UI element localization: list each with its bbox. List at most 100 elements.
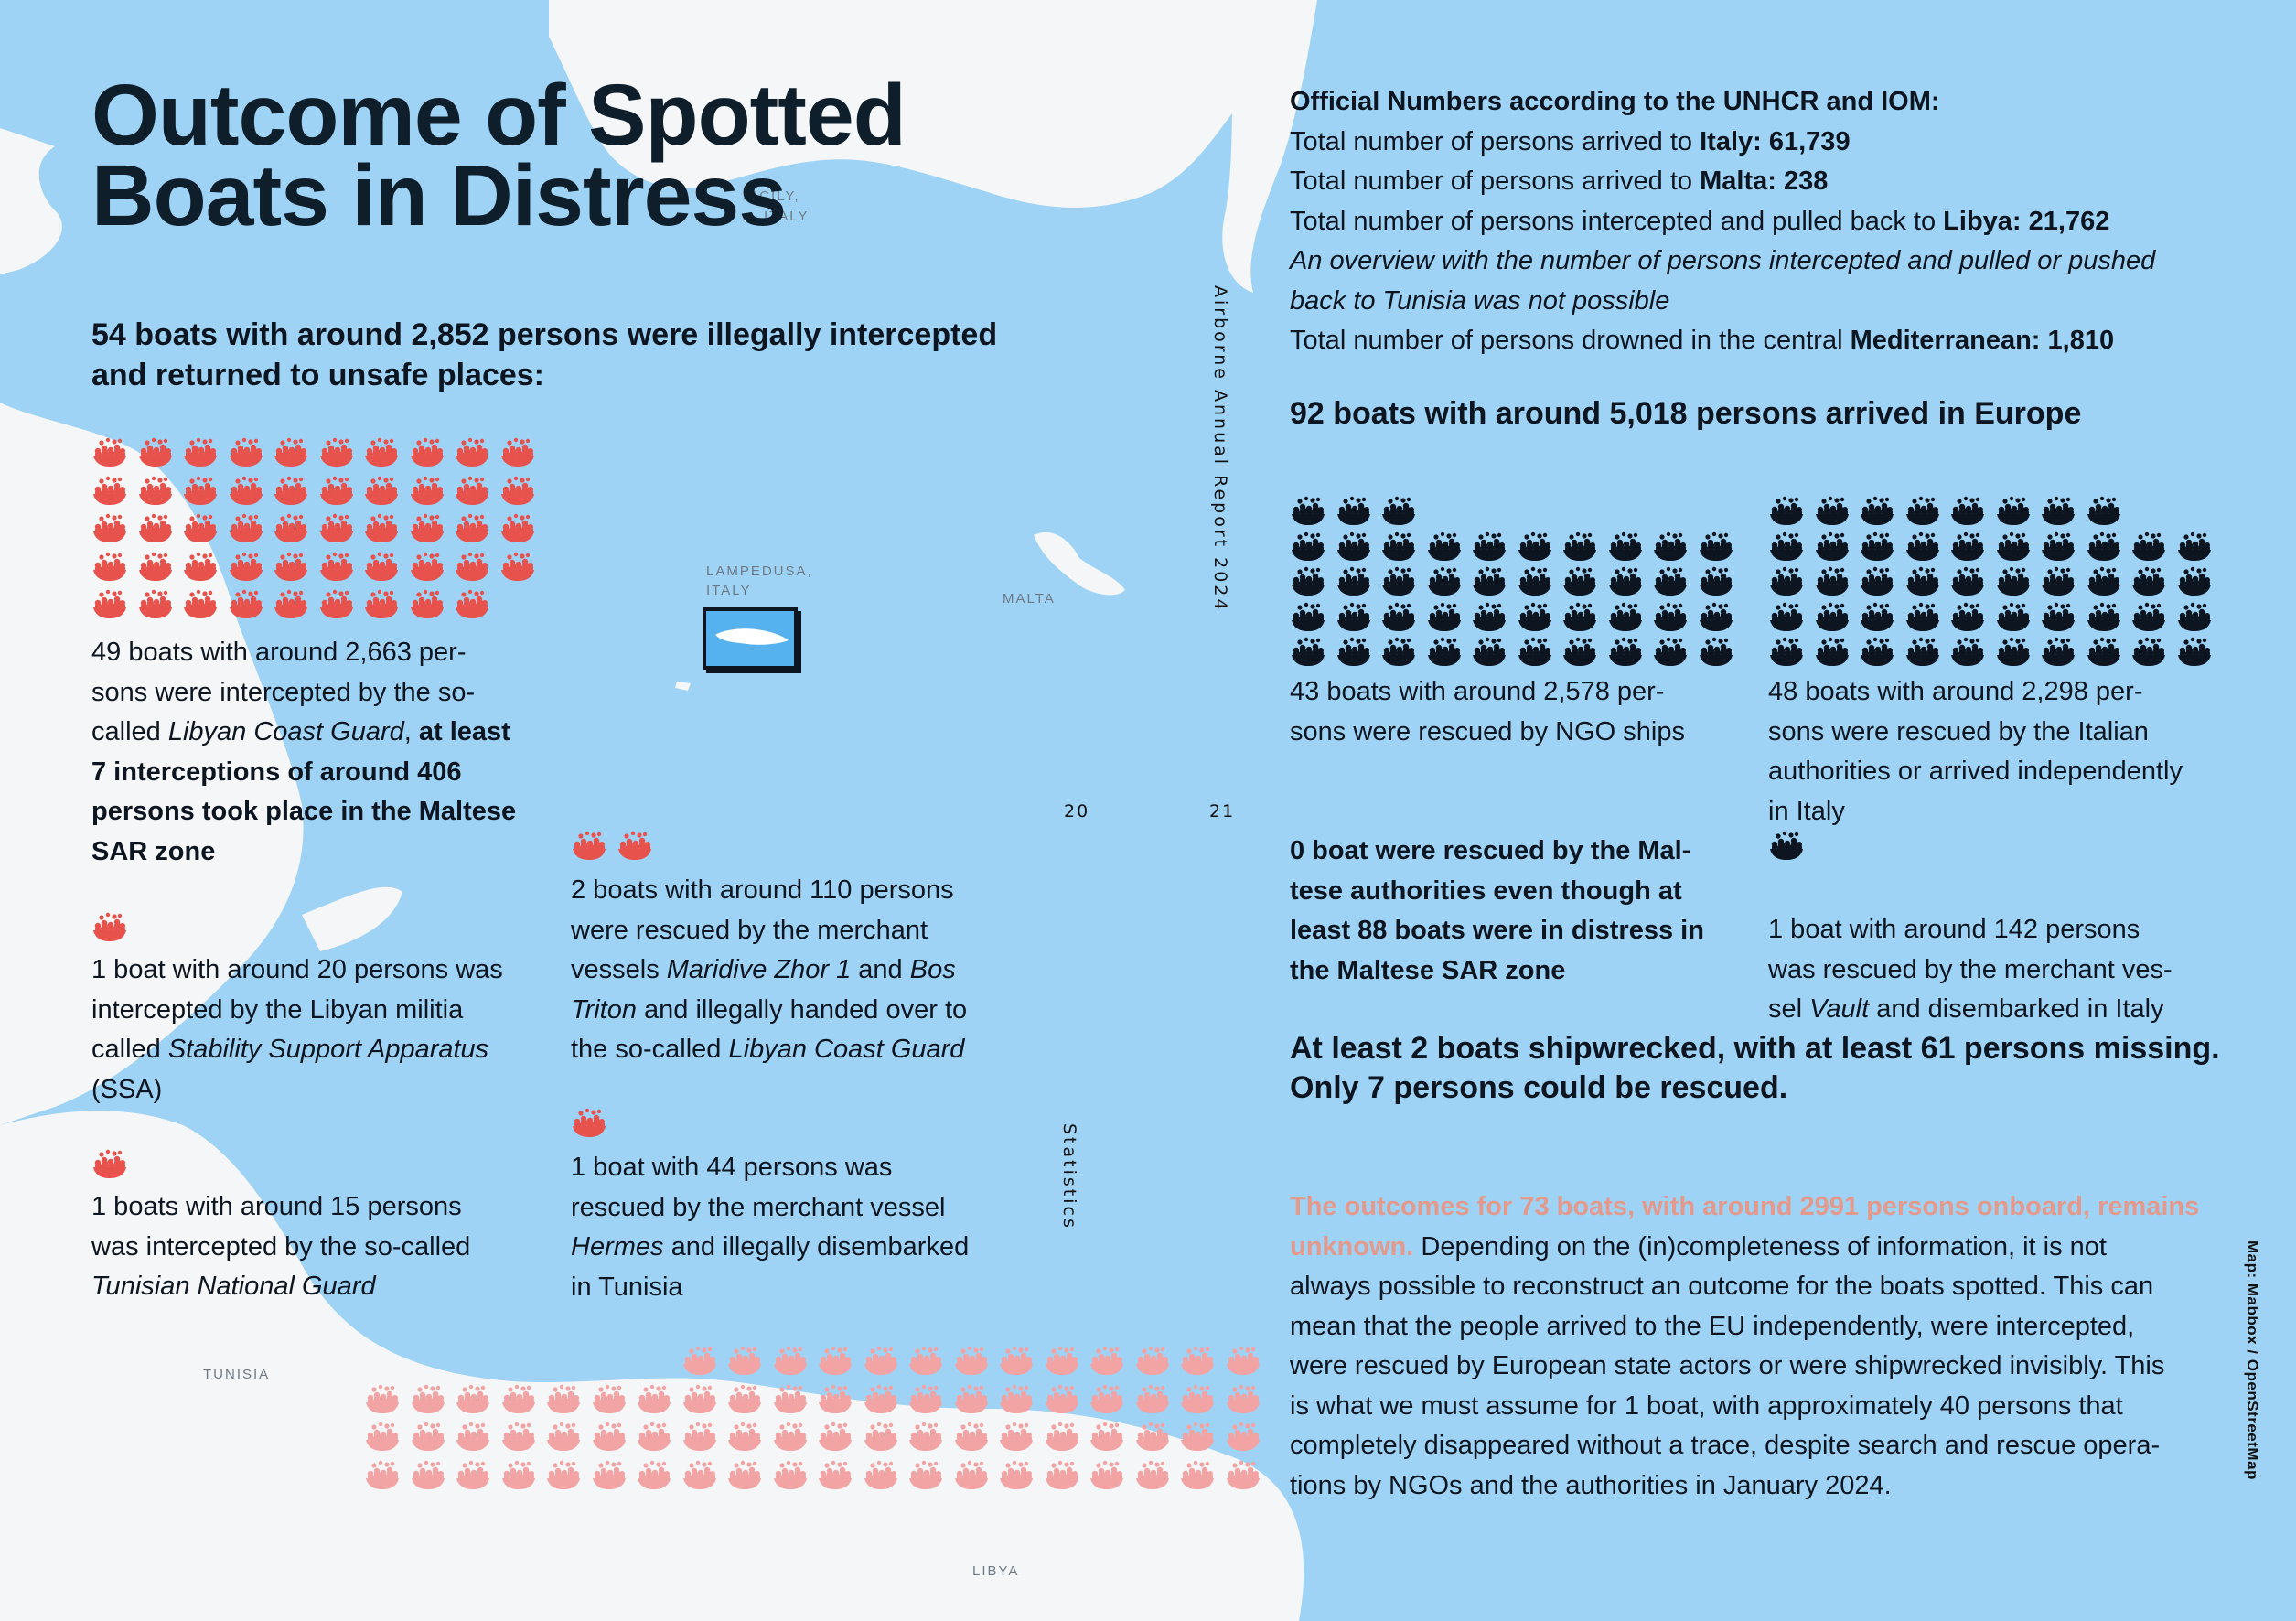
boat-cell	[1698, 637, 1743, 672]
boat-with-people-icon	[229, 476, 263, 505]
boat-cell	[1134, 1346, 1180, 1384]
boat-cell	[2040, 566, 2086, 602]
boat-cell	[1426, 566, 1472, 602]
boat-with-people-icon	[1770, 531, 1803, 561]
boat-cell	[455, 1422, 500, 1460]
boat-cell	[91, 589, 137, 628]
boat-with-people-icon	[500, 552, 534, 581]
merchant-line-3: vessels Maridive Zhor 1 and Bos	[571, 955, 956, 984]
boat-with-people-icon	[1135, 1460, 1169, 1489]
boat-cell	[953, 1346, 999, 1384]
boat-with-people-icon	[1292, 496, 1325, 525]
boat-cell	[363, 437, 409, 476]
boat-cell	[1814, 637, 1860, 672]
boat-with-people-icon	[1226, 1346, 1260, 1375]
boat-cell	[1380, 531, 1426, 567]
boat-with-people-icon	[1996, 496, 2030, 525]
boat-cell	[772, 1384, 818, 1422]
boat-with-people-icon	[1045, 1346, 1078, 1375]
boat-cell	[228, 552, 274, 590]
left-lead: 54 boats with around 2,852 persons were …	[91, 315, 997, 395]
boat-with-people-icon	[411, 1460, 445, 1489]
boat-with-people-icon	[1382, 496, 1415, 525]
boat-with-people-icon	[1654, 566, 1687, 596]
boat-with-people-icon	[456, 476, 488, 505]
maltese-text: 0 boat were rescued by the Mal- tese aut…	[1290, 832, 1747, 991]
boat-cell	[1336, 496, 1381, 531]
boat-with-people-icon	[819, 1384, 852, 1413]
boat-cell	[545, 1346, 591, 1384]
boat-with-people-icon	[456, 589, 488, 618]
boat-with-people-icon	[184, 476, 217, 505]
libyan-line-6: SAR zone	[91, 836, 216, 866]
boat-cell	[228, 589, 274, 628]
boat-with-people-icon	[501, 1460, 535, 1489]
boat-with-people-icon	[728, 1460, 761, 1489]
boat-with-people-icon	[954, 1422, 988, 1451]
boat-cell	[1290, 602, 1336, 638]
boat-cell	[1607, 496, 1653, 531]
boat-with-people-icon	[909, 1384, 942, 1413]
boat-with-people-icon	[319, 513, 353, 542]
boat-cell	[91, 476, 137, 514]
boat-with-people-icon	[1336, 637, 1370, 666]
boat-cell	[1561, 496, 1607, 531]
boat-with-people-icon	[456, 1460, 489, 1489]
boat-cell	[410, 1384, 456, 1422]
boat-with-people-icon	[410, 476, 444, 505]
title-line-2: Boats in Distress	[91, 147, 787, 244]
boat-with-people-icon	[1427, 637, 1461, 666]
libyan-coast-guard-text: 49 boats with around 2,663 per- sons wer…	[91, 633, 567, 872]
boat-cell	[1336, 637, 1381, 672]
boat-with-people-icon	[365, 513, 398, 542]
title-line-1: Outcome of Spotted	[91, 67, 907, 164]
boat-with-people-icon	[184, 513, 217, 542]
boat-with-people-icon	[410, 437, 444, 467]
boat-cell	[363, 552, 409, 590]
boat-with-people-icon	[1563, 637, 1596, 666]
boat-cell	[318, 476, 364, 514]
boat-with-people-icon	[1045, 1460, 1078, 1489]
unknown-line-8: tions by NGOs and the authorities in Jan…	[1290, 1470, 1892, 1500]
boat-cell	[1290, 566, 1336, 602]
boat-cell	[1607, 566, 1653, 602]
boat-cell	[1949, 496, 1995, 531]
boat-with-people-icon	[1090, 1460, 1123, 1489]
boat-cell	[1949, 602, 1995, 638]
boat-with-people-icon	[138, 589, 172, 618]
boat-with-people-icon	[1770, 496, 1803, 525]
boat-with-people-icon	[1000, 1384, 1033, 1413]
boat-cell	[273, 589, 318, 628]
boat-cell	[2086, 602, 2131, 638]
left-lead-line-1: 54 boats with around 2,852 persons were …	[91, 317, 998, 352]
boat-with-people-icon	[864, 1346, 897, 1375]
boat-with-people-icon	[2087, 602, 2120, 631]
boat-with-people-icon	[138, 476, 172, 505]
boat-with-people-icon	[365, 589, 398, 618]
boat-with-people-icon	[365, 437, 398, 467]
boat-with-people-icon	[2042, 637, 2075, 666]
boat-cell	[409, 437, 455, 476]
boat-cell	[1949, 637, 1995, 672]
boat-cell	[591, 1460, 637, 1498]
boat-cell	[1044, 1460, 1089, 1498]
map-credit: Map: Mabbox / OpenStreetMap	[2244, 1240, 2261, 1480]
boat-cell	[273, 513, 318, 552]
boat-with-people-icon	[617, 831, 651, 860]
boat-cell	[1225, 1384, 1271, 1422]
drowned-total: Total number of persons drowned in the c…	[1290, 326, 2115, 355]
boat-cell	[1517, 637, 1562, 672]
vault-boats-grid	[1768, 831, 2221, 866]
boat-cell	[1652, 496, 1698, 531]
boat-cell	[1089, 1346, 1134, 1384]
boat-cell	[182, 476, 228, 514]
ssa-line-3: called Stability Support Apparatus	[91, 1035, 489, 1064]
boat-with-people-icon	[547, 1384, 580, 1413]
boat-with-people-icon	[2177, 637, 2211, 666]
boat-cell	[863, 1460, 908, 1498]
boat-with-people-icon	[410, 589, 444, 618]
boat-cell	[273, 552, 318, 590]
boat-cell	[500, 1460, 546, 1498]
boat-cell	[726, 1460, 772, 1498]
boat-with-people-icon	[2177, 566, 2211, 596]
